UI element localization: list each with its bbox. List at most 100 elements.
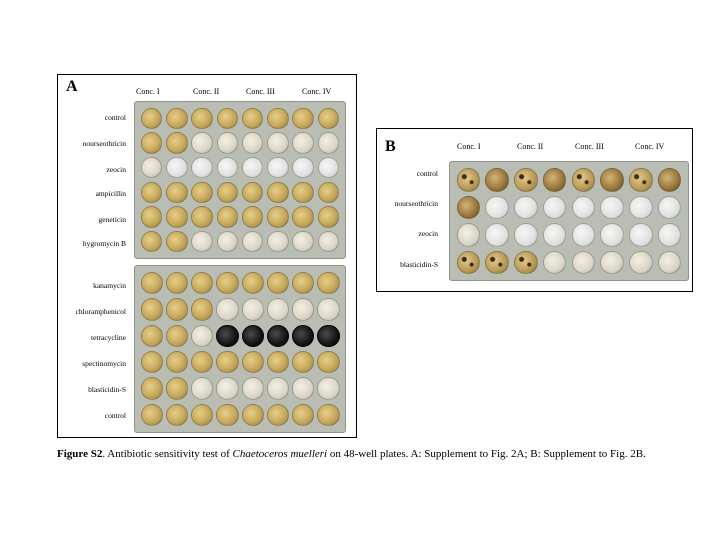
well	[216, 181, 239, 204]
well	[600, 168, 624, 192]
plate-a-top	[134, 101, 346, 259]
well	[216, 132, 239, 154]
plate-a-bottom	[134, 265, 346, 433]
row-label-ampicillin: ampicillin	[95, 189, 126, 198]
panel-a: A Conc. I Conc. II Conc. III Conc. IV co…	[57, 74, 357, 438]
well	[514, 195, 538, 219]
well	[166, 132, 188, 154]
row-label-kanamycin: kanamycin	[93, 281, 126, 290]
well	[216, 351, 239, 374]
panel-a-letter: A	[66, 78, 78, 95]
well	[629, 195, 653, 219]
well	[657, 250, 682, 274]
well	[165, 298, 188, 321]
well	[140, 230, 163, 253]
row-label-tetracycline: tetracycline	[91, 333, 126, 342]
well	[191, 156, 213, 179]
well	[216, 403, 239, 426]
well	[485, 250, 509, 274]
well	[241, 206, 264, 228]
row-label-blasticidin-s: blasticidin-S	[88, 385, 126, 394]
well	[241, 132, 264, 154]
well	[216, 377, 239, 400]
plate-b	[449, 161, 689, 281]
panel-a-conc-4: Conc. IV	[302, 87, 332, 96]
well	[267, 132, 289, 154]
well	[165, 324, 188, 347]
well	[191, 324, 214, 347]
panel-b-conc-2: Conc. II	[517, 142, 544, 151]
well	[165, 351, 188, 374]
well	[266, 298, 289, 321]
well	[317, 206, 340, 228]
well	[485, 195, 509, 219]
well	[140, 132, 163, 154]
well	[317, 298, 340, 321]
well	[267, 206, 289, 228]
well	[456, 223, 481, 247]
well	[600, 223, 624, 247]
well	[600, 250, 624, 274]
well	[267, 156, 289, 179]
figure-caption: Figure S2. Antibiotic sensitivity test o…	[57, 447, 677, 461]
well	[657, 195, 682, 219]
well	[317, 181, 340, 204]
well	[292, 206, 314, 228]
well	[317, 156, 340, 179]
well	[571, 195, 596, 219]
well	[191, 107, 213, 130]
well	[292, 298, 315, 321]
well	[266, 377, 289, 400]
well	[542, 168, 567, 192]
row-label-b-nourseothricin: nourseothricin	[394, 199, 438, 208]
well	[317, 351, 340, 374]
well	[571, 250, 596, 274]
well	[216, 272, 239, 295]
well	[191, 132, 213, 154]
well	[485, 223, 509, 247]
well	[165, 403, 188, 426]
well	[140, 377, 163, 400]
well	[485, 168, 509, 192]
panel-a-conc-2: Conc. II	[193, 87, 220, 96]
row-label-b-zeocin: zeocin	[418, 229, 438, 238]
well	[600, 195, 624, 219]
well	[657, 168, 682, 192]
well	[267, 230, 289, 253]
well	[241, 107, 264, 130]
well	[241, 351, 264, 374]
well	[267, 107, 289, 130]
well	[514, 168, 538, 192]
well	[166, 206, 188, 228]
well	[241, 324, 264, 347]
well	[317, 377, 340, 400]
well	[216, 107, 239, 130]
panel-b-letter: B	[385, 138, 396, 155]
well	[191, 181, 213, 204]
well	[166, 181, 188, 204]
well	[571, 168, 596, 192]
well	[292, 132, 314, 154]
well	[514, 250, 538, 274]
panel-a-conc-3: Conc. III	[246, 87, 275, 96]
caption-species: Chaetoceros muelleri	[232, 448, 328, 460]
well	[140, 351, 163, 374]
well	[571, 223, 596, 247]
well	[140, 403, 163, 426]
well	[166, 230, 188, 253]
well	[317, 132, 340, 154]
well	[191, 230, 213, 253]
well	[292, 377, 315, 400]
well	[140, 324, 163, 347]
well	[216, 298, 239, 321]
well	[657, 223, 682, 247]
well	[292, 181, 314, 204]
well	[542, 223, 567, 247]
well	[292, 272, 315, 295]
well	[317, 272, 340, 295]
well	[629, 223, 653, 247]
well	[216, 206, 239, 228]
row-label-chloramphenicol: chloramphenicol	[75, 307, 126, 316]
well	[191, 351, 214, 374]
well	[456, 168, 481, 192]
